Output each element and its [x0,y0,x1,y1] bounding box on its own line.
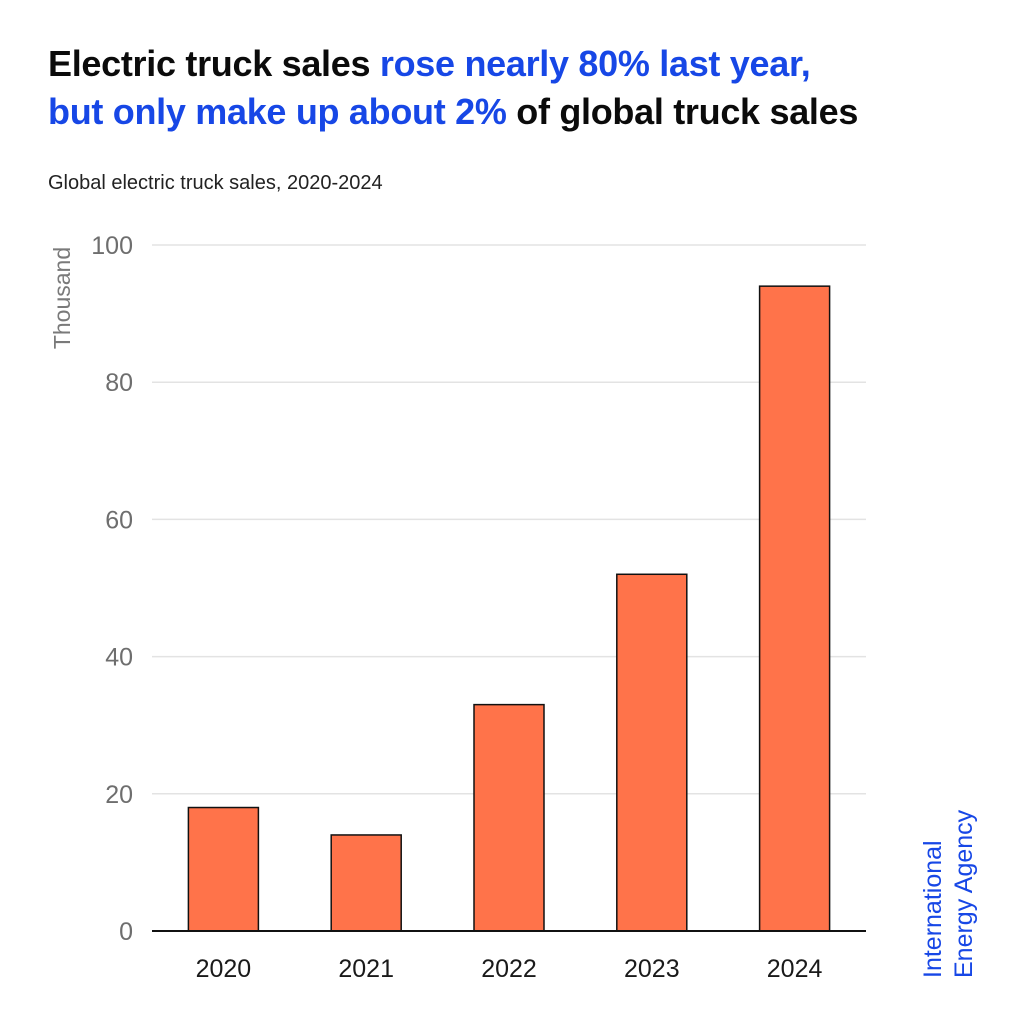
bar-2020 [187,806,260,932]
headline-part-4: of global truck sales [506,91,859,132]
iea-logo: International Energy Agency [918,810,980,978]
y-tick-label: 80 [105,369,133,397]
x-tick-label: 2020 [196,955,252,983]
bar-2024 [758,285,831,932]
bar-2023 [616,573,688,932]
y-tick-label: 40 [105,644,133,672]
y-tick-label: 100 [91,232,133,260]
x-tick-label: 2024 [767,955,823,983]
brand-line-2: Energy Agency [950,809,978,978]
y-tick-label: 20 [105,781,133,809]
y-tick-label: 0 [119,918,133,946]
headline: Electric truck sales rose nearly 80% las… [48,40,1008,136]
x-tick-label: 2023 [624,955,680,983]
y-axis-label: Thousand [49,247,75,349]
chart-subtitle: Global electric truck sales, 2020-2024 [48,172,383,194]
headline-part-1: Electric truck sales [48,43,380,84]
headline-highlight-2: but only make up about 2% [48,91,507,132]
headline-highlight-1: rose nearly 80% last year, [379,43,811,84]
bar-2022 [473,703,545,932]
x-tick-label: 2021 [338,955,394,983]
y-tick-label: 60 [105,506,133,534]
x-tick-label: 2022 [481,955,537,983]
brand-line-1: International [919,840,947,978]
bar-2021 [330,834,402,932]
